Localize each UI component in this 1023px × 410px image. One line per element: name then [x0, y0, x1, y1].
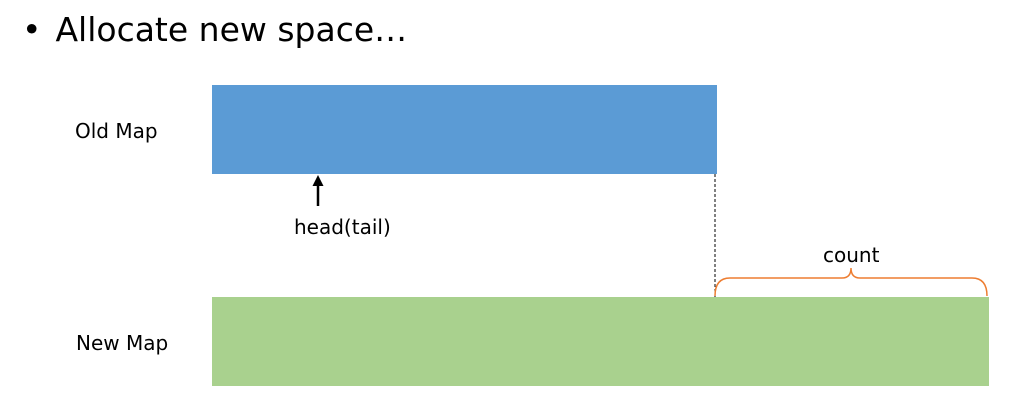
count-label: count — [823, 243, 880, 267]
new-map-label: New Map — [76, 331, 169, 355]
heading-text: Allocate new space… — [55, 10, 408, 49]
new-map-block — [212, 297, 989, 386]
old-map-block — [212, 85, 717, 174]
head-tail-arrow-icon — [312, 175, 324, 206]
old-map-label: Old Map — [75, 119, 158, 143]
head-tail-label: head(tail) — [294, 215, 391, 239]
count-brace — [714, 267, 988, 297]
bullet-marker: • — [22, 10, 42, 49]
slide-heading: • Allocate new space… — [22, 8, 407, 52]
